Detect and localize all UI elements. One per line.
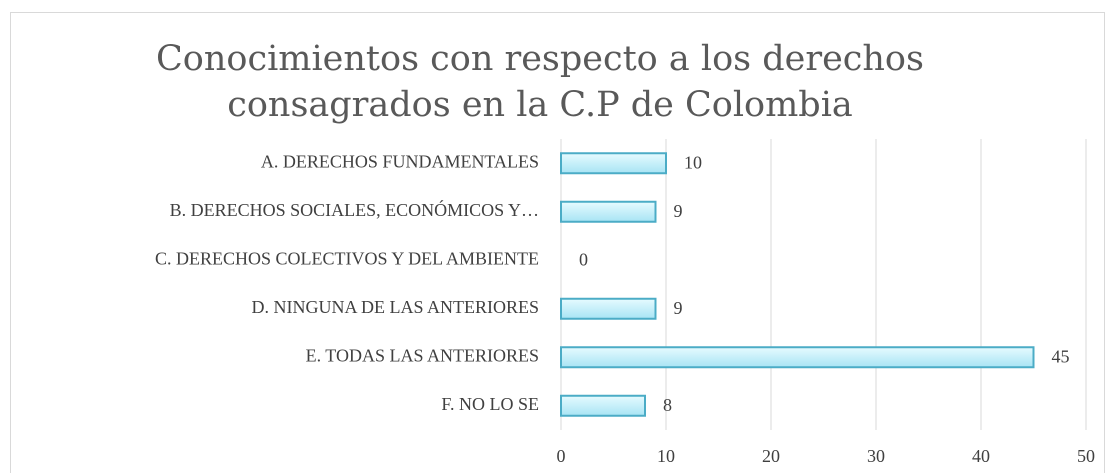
value-label: 8 bbox=[663, 395, 672, 415]
value-label: 9 bbox=[674, 201, 683, 221]
y-tick-label: E. TODAS LAS ANTERIORES bbox=[306, 345, 539, 365]
value-label: 9 bbox=[674, 298, 683, 318]
x-tick-label: 20 bbox=[762, 446, 780, 466]
bar bbox=[560, 297, 657, 320]
y-tick-label: F. NO LO SE bbox=[441, 394, 539, 414]
chart-title: Conocimientos con respecto a los derecho… bbox=[156, 39, 924, 125]
bar bbox=[560, 152, 667, 175]
value-label: 10 bbox=[684, 152, 702, 172]
bar bbox=[560, 200, 657, 223]
chart-border bbox=[10, 12, 1105, 473]
y-tick-label: A. DERECHOS FUNDAMENTALES bbox=[261, 151, 539, 171]
y-tick-label: D. NINGUNA DE LAS ANTERIORES bbox=[252, 297, 540, 317]
x-tick-label: 50 bbox=[1077, 446, 1095, 466]
x-tick-label: 40 bbox=[972, 446, 990, 466]
value-label: 45 bbox=[1052, 346, 1070, 366]
bar bbox=[560, 394, 646, 417]
x-tick-label: 30 bbox=[867, 446, 885, 466]
y-tick-label: B. DERECHOS SOCIALES, ECONÓMICOS Y… bbox=[170, 199, 539, 220]
x-tick-label: 0 bbox=[557, 446, 566, 466]
y-tick-label: C. DERECHOS COLECTIVOS Y DEL AMBIENTE bbox=[155, 248, 539, 268]
x-tick-label: 10 bbox=[657, 446, 675, 466]
bar bbox=[560, 346, 1035, 369]
value-label: 0 bbox=[579, 249, 588, 269]
